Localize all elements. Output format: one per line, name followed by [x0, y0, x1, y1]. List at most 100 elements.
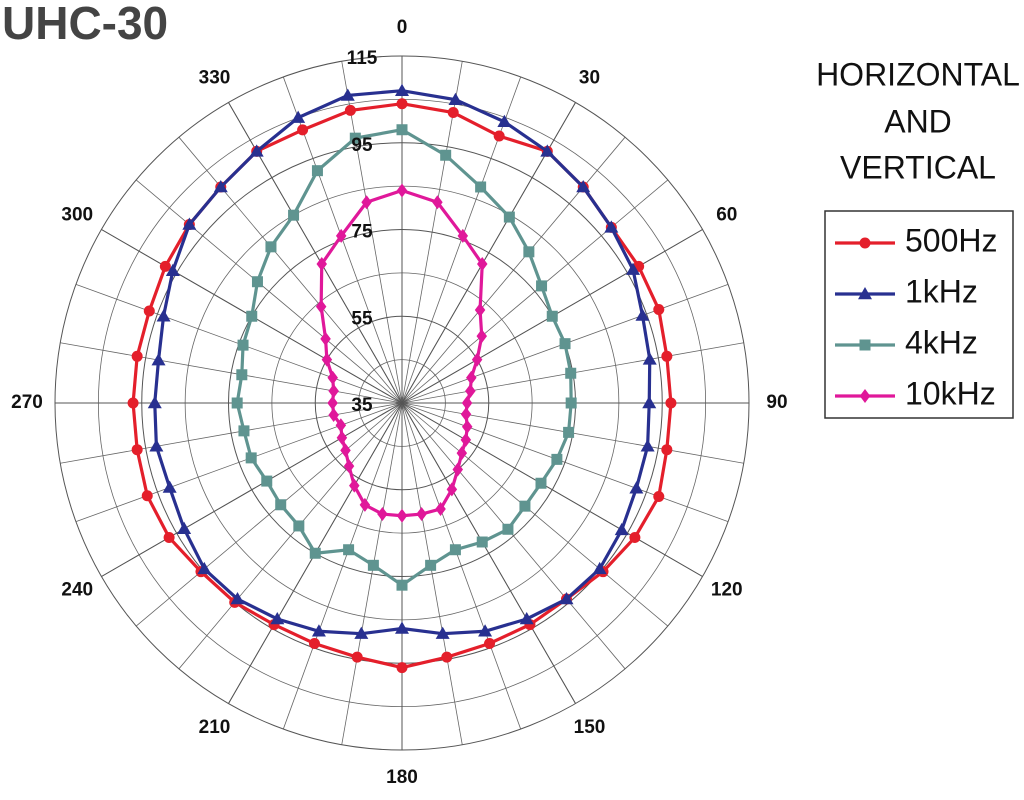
angle-tick-label: 120 [711, 580, 743, 601]
marker [859, 339, 871, 351]
marker [448, 92, 463, 105]
annotation: AND [884, 103, 952, 139]
marker [396, 124, 408, 136]
marker [435, 501, 446, 516]
angle-tick-label: 300 [61, 205, 93, 226]
marker [327, 396, 338, 410]
marker [604, 220, 619, 233]
marker [460, 407, 472, 422]
marker [249, 144, 264, 157]
marker [653, 490, 665, 502]
marker [238, 425, 250, 437]
marker [349, 478, 360, 493]
marker [396, 98, 408, 110]
marker [349, 132, 361, 144]
angle-tick-label: 240 [61, 580, 93, 601]
marker [536, 280, 548, 292]
marker [859, 237, 871, 249]
marker [396, 662, 408, 674]
marker [245, 452, 257, 464]
marker [661, 444, 673, 456]
marker [474, 302, 486, 317]
marker [367, 559, 379, 571]
marker [440, 149, 452, 161]
marker [143, 305, 155, 317]
marker [859, 389, 871, 403]
angle-grid-line [401, 402, 703, 577]
marker [149, 439, 164, 452]
marker [315, 299, 327, 314]
marker [461, 419, 473, 434]
marker [471, 352, 483, 367]
marker [665, 397, 677, 409]
marker [457, 228, 469, 243]
marker [565, 397, 577, 409]
marker [197, 561, 212, 575]
marker [551, 453, 563, 465]
marker [476, 536, 488, 548]
marker [308, 637, 320, 649]
marker [359, 497, 371, 512]
marker [343, 544, 355, 556]
angle-grid-line [401, 402, 576, 704]
marker [642, 352, 657, 365]
marker [642, 396, 657, 409]
marker [327, 370, 338, 385]
marker [559, 338, 571, 350]
r-tick-label: 55 [351, 308, 373, 329]
marker [265, 241, 277, 253]
marker [519, 611, 534, 625]
marker [626, 262, 641, 275]
marker [335, 228, 347, 243]
r-tick-label: 115 [347, 48, 378, 69]
marker [519, 500, 531, 512]
angle-tick-label: 180 [386, 767, 418, 788]
marker [396, 579, 408, 591]
marker [270, 611, 285, 625]
angle-tick-label: 150 [574, 717, 606, 738]
marker [293, 520, 305, 532]
marker [328, 383, 339, 398]
marker [456, 446, 468, 461]
marker [592, 561, 607, 575]
marker [377, 507, 388, 522]
marker [159, 260, 171, 272]
r-tick-label: 35 [351, 395, 373, 416]
marker [614, 522, 629, 536]
angle-tick-label: 0 [397, 17, 408, 38]
marker [497, 114, 512, 128]
marker [465, 383, 476, 398]
marker [328, 408, 339, 423]
angle-tick-label: 60 [716, 205, 737, 226]
chart-title: UHC-30 [2, 0, 168, 49]
marker [452, 462, 464, 477]
angle-tick-label: 330 [199, 67, 231, 88]
marker [361, 195, 372, 210]
marker [416, 507, 427, 522]
marker [476, 329, 487, 344]
marker [230, 592, 245, 605]
marker [131, 350, 143, 362]
marker [432, 195, 443, 210]
marker [344, 104, 356, 116]
marker [231, 397, 243, 409]
marker [316, 257, 328, 272]
marker [131, 444, 143, 456]
marker [523, 246, 535, 258]
marker [425, 559, 437, 571]
marker [629, 531, 641, 543]
marker [484, 637, 496, 649]
marker [165, 263, 180, 276]
marker [576, 180, 591, 193]
marker [236, 369, 248, 381]
marker [335, 418, 347, 433]
marker [343, 459, 355, 474]
angle-tick-label: 270 [11, 392, 43, 413]
marker [288, 209, 300, 221]
marker [340, 88, 355, 101]
marker [177, 521, 192, 535]
angle-grid-line [101, 402, 403, 577]
marker [629, 481, 644, 494]
marker [546, 310, 558, 322]
marker [396, 183, 408, 198]
